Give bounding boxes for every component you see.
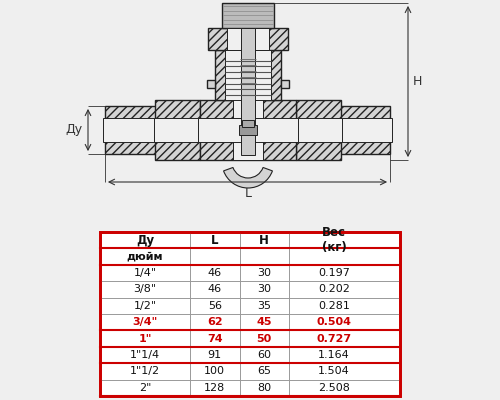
Text: 1/2": 1/2": [134, 301, 156, 311]
Text: Ду: Ду: [136, 234, 154, 247]
Text: L: L: [211, 234, 218, 247]
Bar: [328, 106, 390, 154]
Text: 3/8": 3/8": [134, 284, 156, 294]
Bar: [296, 100, 341, 160]
Bar: [208, 28, 288, 50]
Bar: [295, 118, 342, 142]
Text: 46: 46: [208, 268, 222, 278]
Bar: [233, 95, 263, 160]
Text: 0.504: 0.504: [316, 317, 352, 327]
Text: 91: 91: [208, 350, 222, 360]
Text: 60: 60: [257, 350, 271, 360]
Bar: [281, 80, 289, 88]
Text: 30: 30: [257, 284, 271, 294]
Text: 0.727: 0.727: [316, 334, 352, 344]
Text: 128: 128: [204, 383, 226, 393]
Text: 80: 80: [257, 383, 272, 393]
Text: 45: 45: [256, 317, 272, 327]
Bar: [100, 232, 400, 396]
Text: 30: 30: [257, 268, 271, 278]
Bar: [103, 118, 170, 142]
Text: 1"1/2: 1"1/2: [130, 366, 160, 376]
Bar: [200, 100, 296, 160]
Text: Ду: Ду: [66, 124, 83, 136]
Text: 0.197: 0.197: [318, 268, 350, 278]
Bar: [198, 118, 298, 142]
Text: Вес
(кг): Вес (кг): [322, 226, 346, 254]
Text: 0.281: 0.281: [318, 301, 350, 311]
Text: 0.202: 0.202: [318, 284, 350, 294]
Text: 100: 100: [204, 366, 225, 376]
Bar: [155, 100, 200, 160]
Text: 46: 46: [208, 284, 222, 294]
Text: 3/4": 3/4": [132, 317, 158, 327]
Bar: [239, 125, 257, 135]
Text: 74: 74: [207, 334, 222, 344]
Bar: [100, 232, 400, 396]
Text: 2": 2": [139, 383, 151, 393]
Text: дюйм: дюйм: [126, 252, 164, 262]
Text: 62: 62: [207, 317, 222, 327]
Text: H: H: [260, 234, 269, 247]
Text: 1.164: 1.164: [318, 350, 350, 360]
Text: tech-n.ru: tech-n.ru: [275, 106, 345, 120]
Text: 35: 35: [257, 301, 271, 311]
Bar: [227, 28, 269, 50]
Text: L: L: [244, 187, 252, 200]
Text: 1/4": 1/4": [134, 268, 156, 278]
Text: 1"1/4: 1"1/4: [130, 350, 160, 360]
Bar: [222, 3, 274, 28]
Bar: [207, 80, 215, 88]
Text: 56: 56: [208, 301, 222, 311]
Bar: [105, 106, 168, 154]
Bar: [326, 118, 392, 142]
Bar: [242, 120, 254, 127]
Text: H: H: [413, 75, 422, 88]
Text: 2.508: 2.508: [318, 383, 350, 393]
Bar: [241, 28, 255, 155]
Text: 65: 65: [257, 366, 271, 376]
Bar: [154, 118, 201, 142]
Wedge shape: [224, 168, 272, 188]
Bar: [225, 50, 271, 100]
Text: 1.504: 1.504: [318, 366, 350, 376]
Bar: [215, 50, 281, 100]
Text: 50: 50: [256, 334, 272, 344]
Text: 1": 1": [138, 334, 151, 344]
